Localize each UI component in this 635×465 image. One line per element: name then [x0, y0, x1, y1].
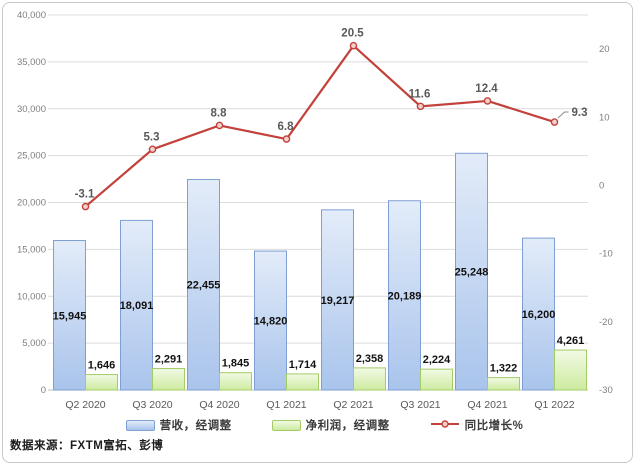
category-label: Q3 2020: [132, 399, 172, 411]
revenue-bar-label: 18,091: [120, 300, 154, 312]
revenue-bar: [388, 200, 421, 391]
source-note: 数据来源：FXTM富拓、彭博: [10, 440, 164, 452]
profit-bar: [85, 374, 118, 391]
left-axis-tick-label: 35,000: [17, 57, 46, 68]
profit-bar-label: 2,358: [356, 353, 384, 365]
legend-item-profit: 净利润，经调整: [271, 417, 390, 433]
right-axis-tick-label: 20: [599, 44, 610, 55]
growth-line-icon: [430, 416, 460, 434]
growth-point: [483, 97, 492, 105]
profit-bar: [554, 349, 587, 391]
left-axis-tick-label: 30,000: [17, 104, 46, 115]
growth-point: [81, 202, 90, 211]
right-axis-tick-label: 10: [599, 112, 610, 123]
category-label: Q1 2021: [266, 399, 306, 411]
revenue-swatch-icon: [125, 419, 155, 431]
profit-bar-label: 2,291: [155, 354, 183, 366]
profit-bar: [353, 367, 386, 391]
revenue-bar: [321, 209, 354, 391]
revenue-bar-label: 14,820: [254, 316, 288, 328]
growth-point: [416, 102, 425, 111]
chart-legend: 营收，经调整 净利润，经调整 同比增长%: [0, 416, 635, 434]
legend-label-profit: 净利润，经调整: [305, 420, 390, 432]
category-label: Q1 2022: [534, 399, 574, 411]
growth-point: [282, 135, 291, 143]
legend-label-revenue: 营收，经调整: [159, 420, 232, 432]
growth-point-label: 6.8: [278, 121, 295, 133]
legend-item-growth: 同比增长%: [430, 416, 524, 434]
growth-point-label: 8.8: [211, 107, 228, 119]
right-axis-tick-label: -30: [599, 385, 613, 396]
revenue-bar: [522, 237, 555, 391]
revenue-bar: [455, 152, 488, 391]
category-label: Q2 2021: [333, 399, 373, 411]
profit-bar: [286, 373, 319, 391]
left-axis-tick-label: 15,000: [17, 244, 46, 255]
profit-bar-label: 1,845: [222, 358, 250, 370]
left-axis-tick-label: 40,000: [17, 10, 46, 21]
category-label: Q3 2021: [400, 399, 440, 411]
legend-label-growth: 同比增长%: [464, 420, 524, 432]
right-axis-tick-label: -20: [599, 317, 613, 328]
left-axis-tick-label: 10,000: [17, 291, 46, 302]
right-axis-tick-label: 0: [599, 180, 604, 191]
growth-point-label: -3.1: [75, 189, 95, 201]
growth-point: [215, 121, 224, 130]
revenue-bar-label: 16,200: [522, 309, 556, 321]
left-axis-tick-label: 0: [41, 385, 46, 396]
left-axis-tick-label: 25,000: [17, 151, 46, 162]
profit-bar: [152, 368, 185, 391]
chart-canvas: 0 5,000 10,000 15,000 20,000 25,000 30,000 35,0…: [17, 10, 613, 411]
left-axis-tick-label: 5,000: [22, 338, 46, 349]
category-label: Q2 2020: [65, 399, 105, 411]
growth-point: [349, 41, 358, 50]
category-label: Q4 2020: [199, 399, 239, 411]
revenue-bar-label: 19,217: [321, 295, 355, 307]
revenue-bar: [53, 240, 86, 391]
profit-bar-label: 1,714: [289, 359, 317, 371]
revenue-bar-label: 25,248: [455, 267, 489, 279]
profit-bar-label: 1,646: [88, 360, 116, 372]
growth-point-label: 9.3: [572, 107, 588, 119]
legend-item-revenue: 营收，经调整: [125, 417, 232, 433]
category-label: Q4 2021: [467, 399, 507, 411]
growth-point: [550, 118, 559, 126]
growth-point-label: 5.3: [144, 131, 160, 143]
profit-bar: [219, 372, 252, 391]
right-axis-tick-label: -10: [599, 249, 613, 260]
profit-swatch-icon: [271, 419, 301, 431]
profit-bar: [487, 377, 520, 391]
revenue-bar: [254, 250, 287, 391]
revenue-bar: [187, 178, 220, 391]
profit-bar-label: 1,322: [490, 363, 518, 375]
growth-point-label: 12.4: [475, 83, 498, 95]
revenue-bar-label: 20,189: [388, 290, 422, 302]
profit-bar: [420, 368, 453, 391]
growth-point: [148, 145, 157, 154]
profit-bar-label: 2,224: [423, 354, 451, 366]
profit-bar-label: 4,261: [557, 335, 585, 347]
growth-line: [84, 44, 555, 208]
revenue-bar: [120, 219, 153, 391]
growth-point-label: 20.5: [341, 28, 364, 40]
left-axis-tick-label: 20,000: [17, 198, 46, 209]
label-leader-line: [557, 111, 569, 119]
revenue-bar-label: 22,455: [187, 280, 221, 292]
growth-point-label: 11.6: [409, 88, 431, 100]
revenue-bar-label: 15,945: [53, 310, 87, 322]
